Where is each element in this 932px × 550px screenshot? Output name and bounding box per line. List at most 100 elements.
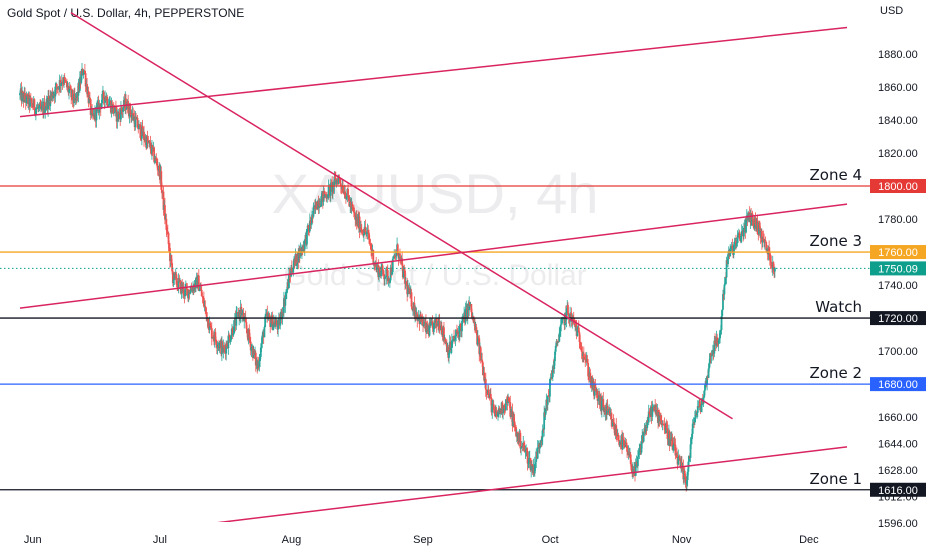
candle-body — [225, 343, 228, 354]
candle-body — [634, 464, 637, 476]
candle-body — [503, 405, 506, 409]
candle-body — [523, 446, 526, 452]
candle-body — [148, 140, 151, 143]
candle-body — [559, 331, 561, 334]
candle-body — [339, 178, 342, 184]
candle-body — [456, 331, 458, 333]
candle-body — [660, 420, 663, 426]
candle-body — [732, 244, 735, 256]
watermark-symbol: XAUUSD, 4h — [272, 162, 599, 225]
candle-body — [430, 321, 432, 326]
candle-body — [485, 389, 488, 394]
candle-body — [412, 309, 414, 311]
y-tick-label: 1880.00 — [878, 49, 918, 61]
candle-body — [772, 262, 775, 268]
candle-body — [295, 254, 298, 266]
candle-body — [143, 131, 145, 140]
candle-body — [190, 287, 193, 290]
candle-body — [325, 194, 328, 199]
candle-body — [458, 324, 461, 337]
candle-body — [475, 327, 478, 334]
candle-body — [162, 191, 165, 210]
candle-body — [638, 450, 641, 452]
candle-body — [332, 182, 334, 193]
candle-body — [411, 306, 414, 310]
candle-body — [565, 308, 568, 321]
candle-body — [205, 307, 207, 313]
candle-body — [326, 197, 329, 199]
candle-body — [201, 296, 204, 298]
candle-body — [108, 103, 111, 105]
candle-body — [207, 318, 210, 329]
candle-body — [45, 107, 47, 110]
candle-body — [724, 277, 727, 278]
candle-body — [528, 458, 530, 463]
candle-body — [569, 313, 572, 315]
candle-body — [694, 414, 697, 418]
x-tick-label: Aug — [282, 534, 302, 546]
candle-body — [765, 242, 768, 251]
candle-body — [171, 271, 174, 284]
candle-body — [333, 176, 336, 187]
candle-body — [249, 338, 251, 342]
candle-body — [399, 253, 401, 257]
candle-body — [21, 92, 24, 94]
candle-body — [360, 227, 362, 230]
candle-body — [334, 176, 336, 179]
candle-body — [678, 456, 681, 460]
candle-body — [378, 268, 381, 273]
price-tag-text: 1616.00 — [878, 485, 918, 497]
candle-body — [156, 165, 159, 171]
price-tag — [870, 482, 926, 497]
candle-body — [722, 294, 725, 295]
candle-body — [166, 231, 169, 233]
candle-body — [669, 439, 672, 447]
candle-body — [139, 124, 142, 139]
candle-body — [689, 444, 692, 458]
candle-body — [525, 449, 528, 452]
candle-body — [711, 354, 714, 356]
candle-body — [26, 94, 29, 97]
candle-body — [120, 107, 123, 111]
candle-body — [509, 402, 512, 417]
candle-body — [584, 358, 587, 361]
candle-body — [683, 470, 686, 478]
candle-body — [385, 268, 388, 278]
candle-body — [488, 397, 491, 399]
candle-body — [69, 86, 72, 89]
candle-body — [248, 329, 251, 339]
candle-body — [200, 289, 203, 297]
candle-body — [145, 136, 148, 148]
candle-body — [323, 191, 326, 198]
candle-body — [129, 104, 132, 114]
candle-body — [665, 423, 668, 429]
y-tick-label: 1660.00 — [878, 412, 918, 424]
candle-body — [716, 337, 719, 344]
candle-body — [555, 341, 558, 347]
trendline-lower-channel — [217, 446, 848, 522]
y-tick-label: 1628.00 — [878, 465, 918, 477]
candle-body — [453, 336, 455, 340]
zone-label: Zone 1 — [810, 470, 863, 488]
candle-body — [230, 334, 233, 340]
candle-body — [35, 108, 38, 110]
candle-body — [451, 340, 454, 342]
candle-body — [99, 103, 101, 106]
candle-body — [529, 457, 532, 471]
y-tick-label: 1840.00 — [878, 115, 918, 127]
candle-body — [165, 218, 168, 230]
candle-body — [82, 71, 85, 76]
candle-body — [214, 332, 217, 340]
candle-body — [637, 456, 639, 467]
candle-body — [699, 400, 701, 407]
candle-body — [197, 275, 200, 291]
candle-body — [668, 431, 671, 447]
candle-body — [290, 267, 293, 272]
candle-body — [646, 419, 649, 428]
candle-body — [497, 411, 499, 417]
candle-body — [209, 322, 212, 327]
candle-body — [335, 179, 338, 185]
candle-body — [515, 427, 517, 437]
last-price-tag — [870, 261, 926, 276]
